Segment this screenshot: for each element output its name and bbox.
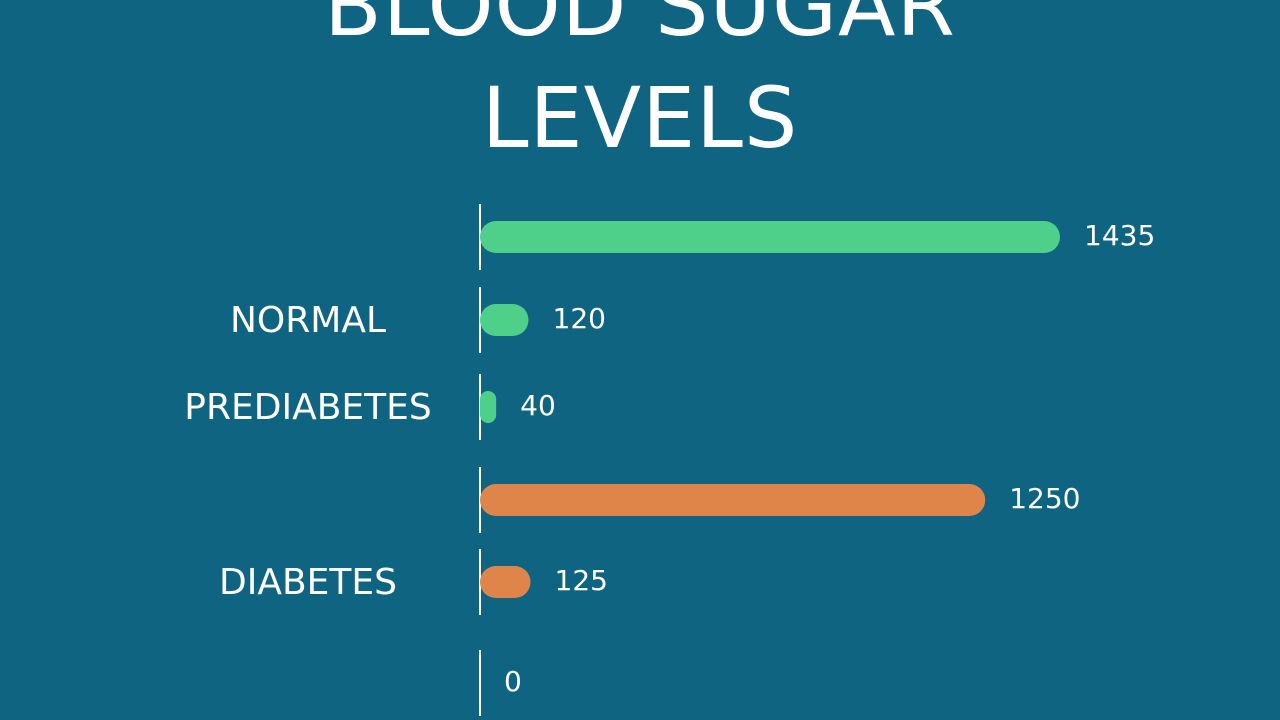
category-label: DIABETES bbox=[219, 562, 397, 603]
chart-title: BLOOD SUGAR LEVELS bbox=[324, 0, 956, 167]
bar bbox=[480, 391, 497, 423]
value-label: 125 bbox=[555, 564, 608, 597]
value-label: 120 bbox=[553, 302, 606, 335]
bar bbox=[480, 484, 986, 516]
value-label: 1435 bbox=[1084, 219, 1155, 252]
category-label: NORMAL bbox=[230, 300, 386, 341]
bar bbox=[480, 304, 529, 336]
bar bbox=[480, 566, 531, 598]
category-label: PREDIABETES bbox=[184, 387, 431, 428]
value-label: 0 bbox=[504, 665, 522, 698]
value-label: 1250 bbox=[1009, 482, 1080, 515]
value-label: 40 bbox=[520, 389, 556, 422]
bar bbox=[480, 221, 1060, 253]
